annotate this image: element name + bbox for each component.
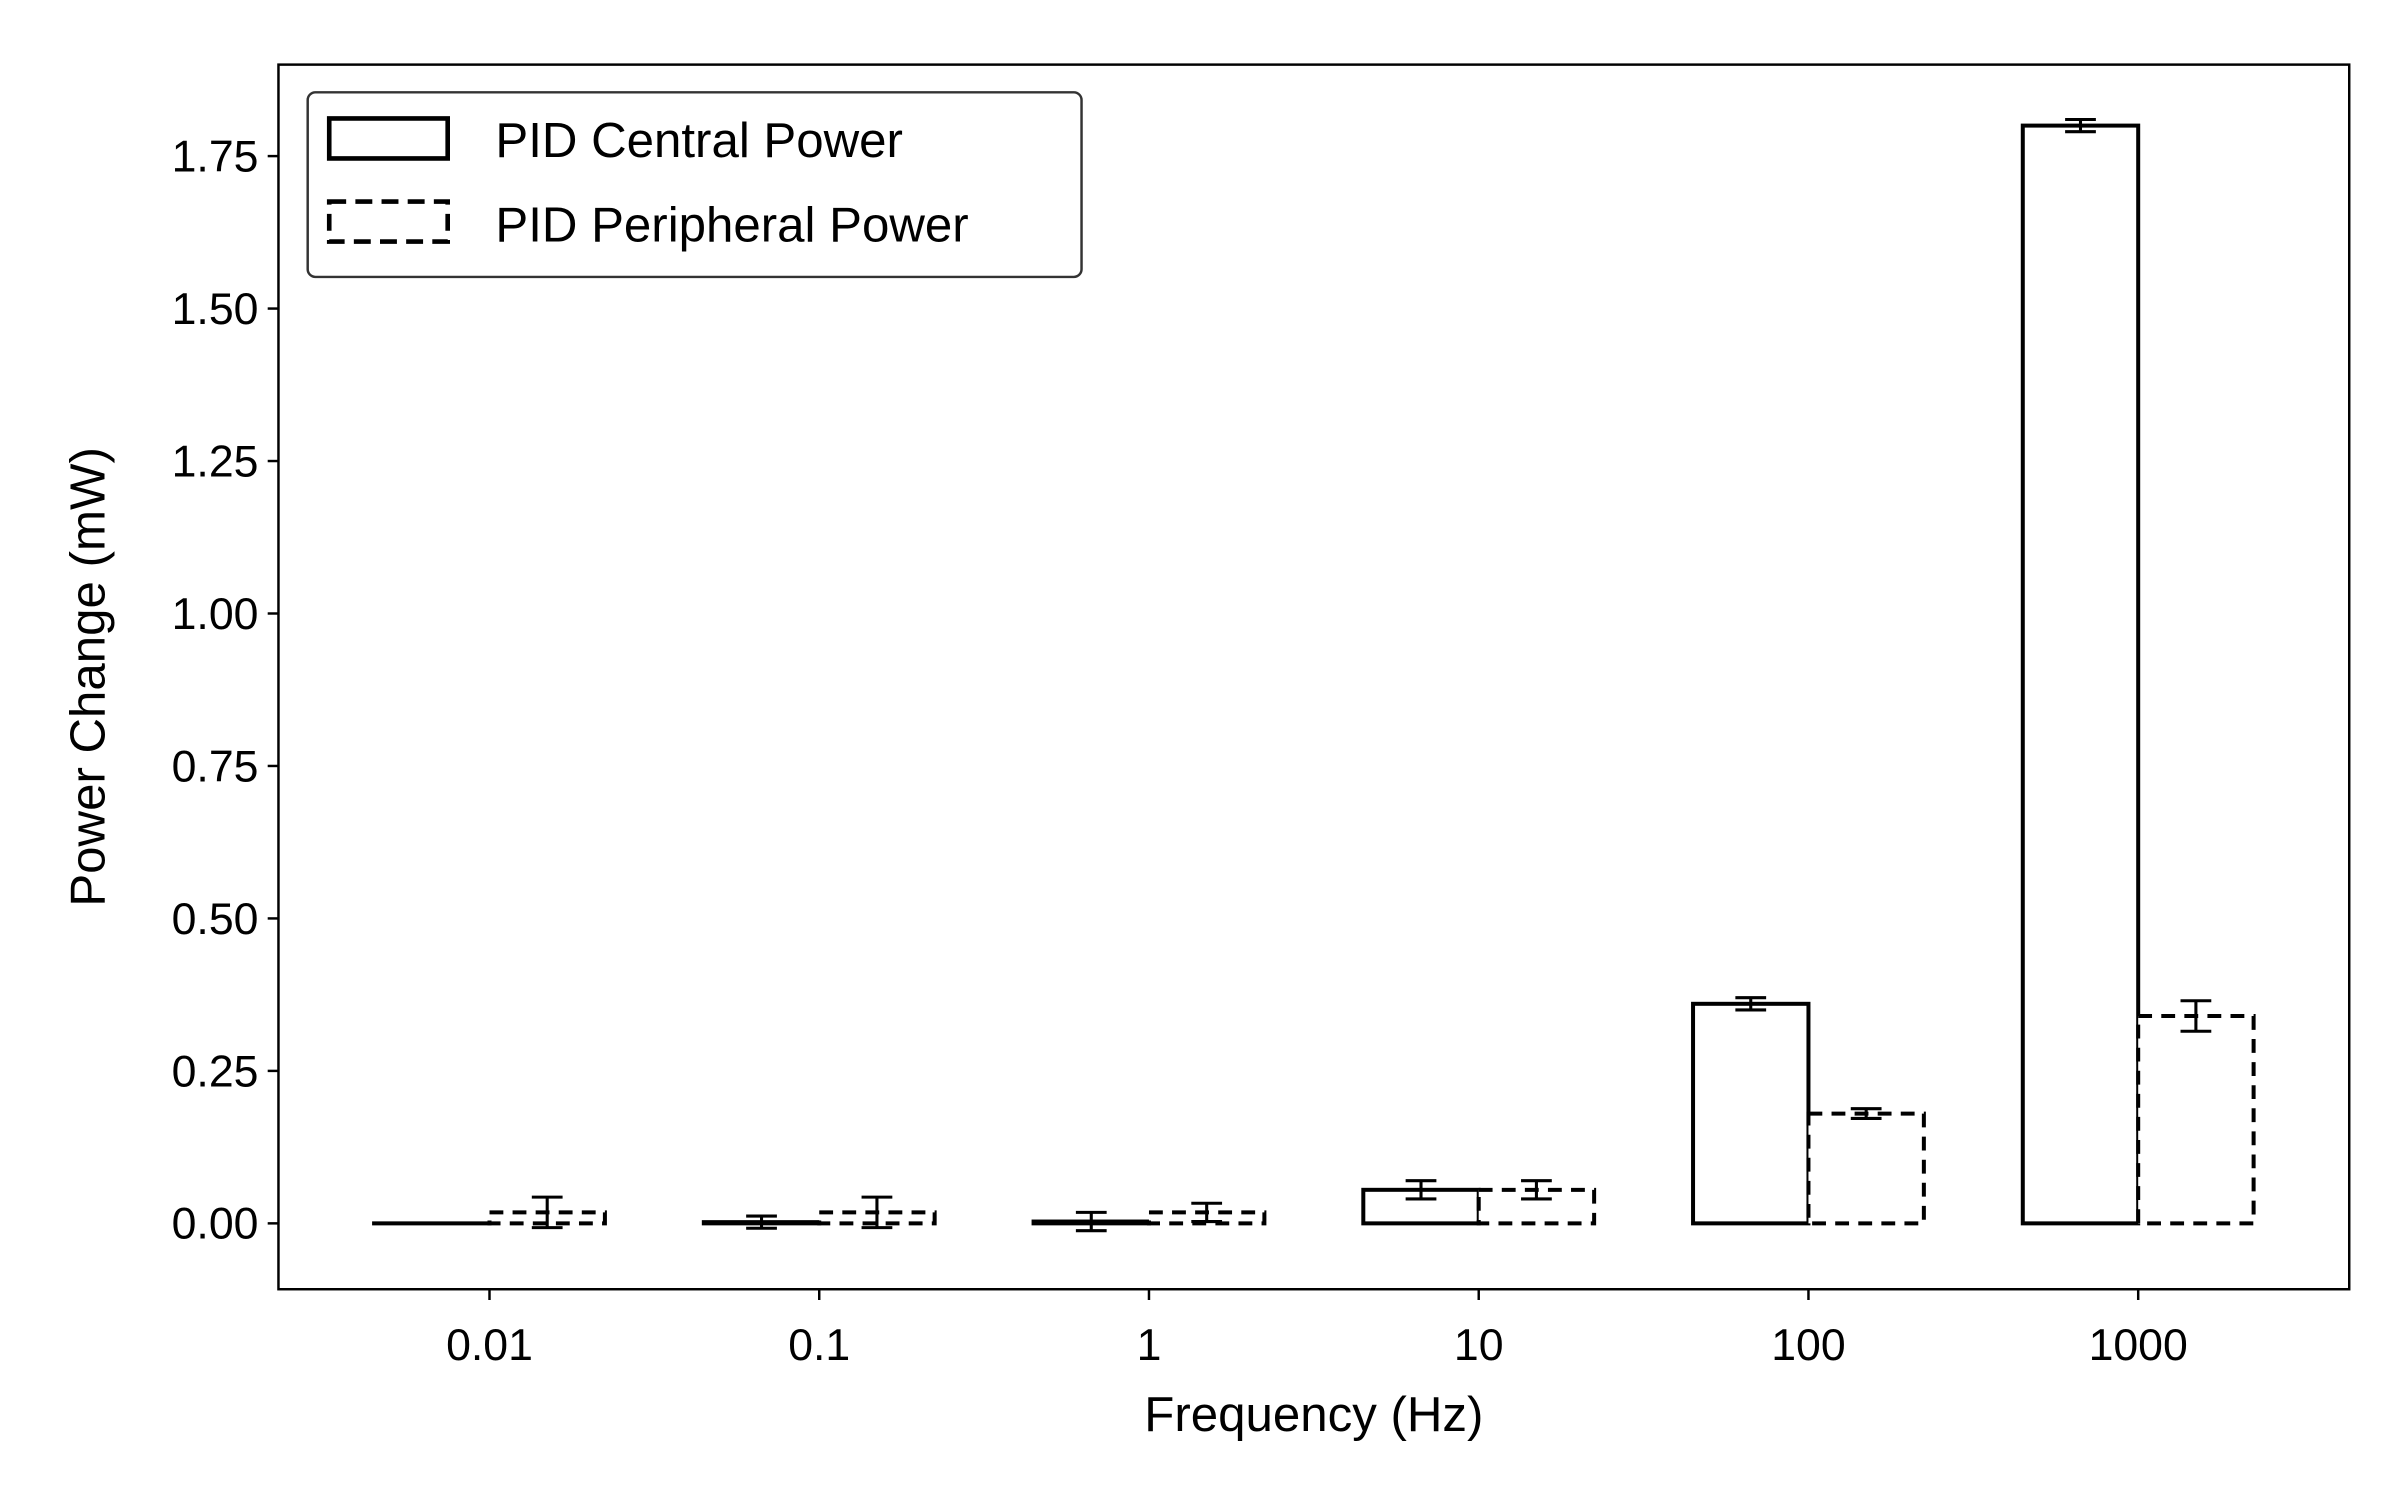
legend: PID Central Power PID Peripheral Power	[306, 91, 1083, 279]
y-tick-label: 0.75	[172, 742, 259, 791]
y-tick-label: 0.50	[172, 895, 259, 944]
y-tick-label: 1.25	[172, 437, 259, 486]
x-axis-label: Frequency (Hz)	[1144, 1387, 1483, 1442]
plot-frame	[277, 63, 2351, 1291]
y-axis-label: Power Change (mW)	[61, 447, 116, 907]
bar-peripheral	[2136, 1014, 2256, 1226]
legend-frame	[306, 91, 1083, 279]
y-tick-label: 1.00	[172, 590, 259, 639]
legend-label-central: PID Central Power	[495, 113, 903, 168]
bar-peripheral	[1806, 1111, 1926, 1226]
bar-central	[2020, 123, 2141, 1226]
y-tick-label: 0.25	[172, 1047, 259, 1096]
x-tick-label: 1	[1137, 1321, 1162, 1370]
legend-label-peripheral: PID Peripheral Power	[495, 198, 968, 253]
x-tick-label: 100	[1771, 1321, 1845, 1370]
legend-swatch-peripheral	[326, 199, 451, 244]
y-tick-label: 1.75	[172, 132, 259, 181]
x-tick-label: 0.1	[788, 1321, 850, 1370]
y-tick-label: 0.00	[172, 1200, 259, 1249]
x-tick-label: 0.01	[446, 1321, 533, 1370]
y-tick-label: 1.50	[172, 285, 259, 334]
bar-central	[1691, 1001, 1811, 1226]
legend-swatch-central	[326, 116, 451, 161]
x-tick-label: 10	[1454, 1321, 1504, 1370]
x-tick-label: 1000	[2089, 1321, 2188, 1370]
